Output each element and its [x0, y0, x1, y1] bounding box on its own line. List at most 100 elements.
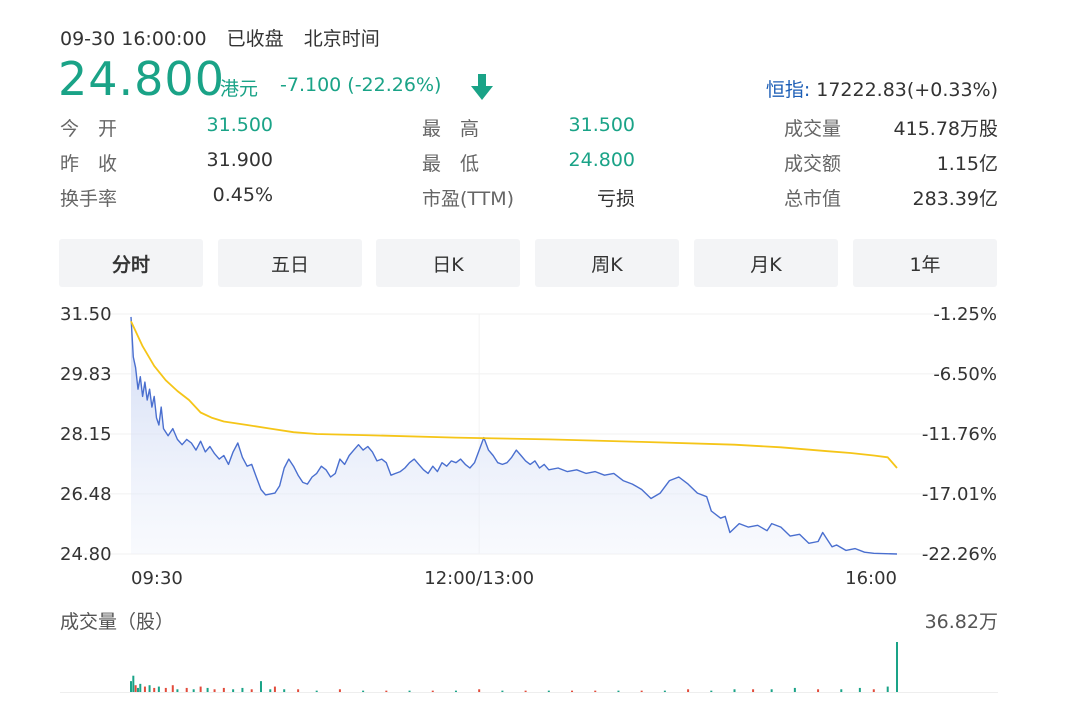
price-line [130, 316, 898, 555]
timezone-label: 北京时间 [303, 28, 380, 50]
volume-bar [192, 689, 195, 692]
tab-monthly-k[interactable]: 月K [694, 239, 838, 287]
quote-datetime: 09-30 16:00:00 [60, 28, 207, 50]
stat-value: 31.500 [568, 114, 635, 136]
stats-row: 昨 收 31.900 最 低 24.800 成交额 1.15亿 [60, 149, 1000, 184]
index-value: 17222.83(+0.33%) [816, 79, 998, 101]
y-tick-label: 29.83 [60, 364, 112, 385]
volume-bar [134, 685, 137, 692]
status-bar: 09-30 16:00:00 已收盘 北京时间 [60, 24, 394, 51]
volume-bar [136, 687, 139, 692]
volume-bar [139, 683, 142, 692]
volume-bar [206, 687, 209, 692]
intraday-chart[interactable]: 31.50 29.83 28.15 26.48 24.80 -1.25% -6.50% -11… [0, 295, 1080, 713]
stat-value: 283.39亿 [912, 188, 998, 210]
down-arrow-icon [471, 74, 493, 100]
tab-weekly-k[interactable]: 周K [535, 239, 679, 287]
y-tick-label: 28.15 [60, 424, 112, 445]
stats-row: 换手率 0.45% 市盈(TTM) 亏损 总市值 283.39亿 [60, 184, 1000, 219]
volume-bar [157, 686, 160, 692]
volume-bar [858, 687, 861, 692]
volume-bar [571, 690, 574, 692]
volume-bar [259, 681, 262, 692]
volume-bar [250, 689, 253, 692]
stat-value: 0.45% [212, 184, 273, 206]
tab-intraday[interactable]: 分时 [59, 239, 203, 287]
stat-label: 成交额 [784, 153, 842, 175]
chart-canvas: 31.50 29.83 28.15 26.48 24.80 -1.25% -6.50% -11… [60, 304, 998, 693]
volume-bar [408, 690, 411, 692]
stat-label: 总市值 [784, 188, 842, 210]
volume-bar [886, 686, 889, 692]
stats-row: 今 开 31.500 最 高 31.500 成交量 415.78万股 [60, 114, 1000, 149]
volume-bar [199, 686, 202, 692]
price-row: 24.800 港元 -7.100 (-22.26%) 恒指: 17222.83(+… [58, 52, 998, 108]
y-percent-label: -6.50% [933, 364, 997, 385]
tab-one-year[interactable]: 1年 [853, 239, 997, 287]
volume-bar [222, 687, 225, 692]
period-tabs: 分时 五日 日K 周K 月K 1年 [59, 239, 997, 287]
volume-bar [171, 685, 174, 692]
stat-value: 31.500 [206, 114, 273, 136]
volume-bar [241, 687, 244, 692]
volume-bar [817, 689, 820, 692]
stat-label: 最 高 [422, 118, 480, 140]
volume-bar [213, 689, 216, 692]
average-line [130, 320, 898, 469]
stat-label: 今 开 [60, 118, 118, 140]
price-change: -7.100 (-22.26%) [280, 74, 442, 96]
volume-bar [640, 690, 643, 692]
stat-value: 415.78万股 [893, 118, 998, 140]
volume-bar [501, 690, 504, 692]
volume-bar [283, 689, 286, 692]
volume-bar [872, 689, 875, 692]
stat-value: 亏损 [596, 188, 635, 210]
index-name: 恒指: [765, 79, 811, 101]
stats-table: 今 开 31.500 最 高 31.500 成交量 415.78万股 昨 收 3… [60, 114, 1000, 219]
volume-bar [710, 690, 713, 692]
volume-bar [793, 687, 796, 692]
tab-five-day[interactable]: 五日 [218, 239, 362, 287]
volume-bar [733, 689, 736, 692]
volume-bar [185, 687, 188, 692]
volume-bar [617, 690, 620, 692]
x-tick-label: 09:30 [131, 568, 183, 589]
volume-bar [297, 689, 300, 692]
volume-max-label: 36.82万 [924, 611, 998, 633]
volume-bar [524, 690, 527, 692]
stat-value: 31.900 [206, 149, 273, 171]
volume-bar [269, 689, 272, 692]
volume-bar [896, 642, 898, 692]
volume-bar [130, 681, 132, 692]
stat-label: 市盈(TTM) [422, 188, 515, 210]
volume-bar [431, 690, 434, 692]
market-status: 已收盘 [226, 28, 284, 50]
volume-bar [547, 690, 550, 692]
volume-bar [176, 689, 179, 692]
y-percent-label: -17.01% [922, 484, 997, 505]
last-price: 24.800 [58, 52, 225, 106]
stat-value: 1.15亿 [936, 153, 998, 175]
volume-bar [143, 686, 146, 692]
volume-bar [315, 690, 318, 692]
volume-bar [663, 690, 666, 692]
y-percent-label: -11.76% [922, 424, 997, 445]
volume-bar [132, 675, 135, 692]
tab-daily-k[interactable]: 日K [376, 239, 520, 287]
x-tick-label: 16:00 [845, 568, 897, 589]
volume-bar [153, 687, 156, 692]
volume-bar [232, 689, 235, 692]
x-tick-label: 12:00/13:00 [424, 568, 534, 589]
volume-bar [385, 690, 388, 692]
price-area [131, 316, 897, 554]
y-tick-label: 31.50 [60, 304, 112, 325]
volume-bar [687, 689, 690, 692]
stat-label: 最 低 [422, 153, 480, 175]
volume-bar [338, 689, 341, 692]
volume-bar [454, 690, 457, 692]
stat-label: 昨 收 [60, 153, 118, 175]
currency-label: 港元 [220, 78, 259, 100]
volume-title: 成交量（股） [60, 611, 175, 633]
index-quote[interactable]: 恒指: 17222.83(+0.33%) [766, 75, 998, 102]
stat-label: 成交量 [784, 118, 842, 140]
